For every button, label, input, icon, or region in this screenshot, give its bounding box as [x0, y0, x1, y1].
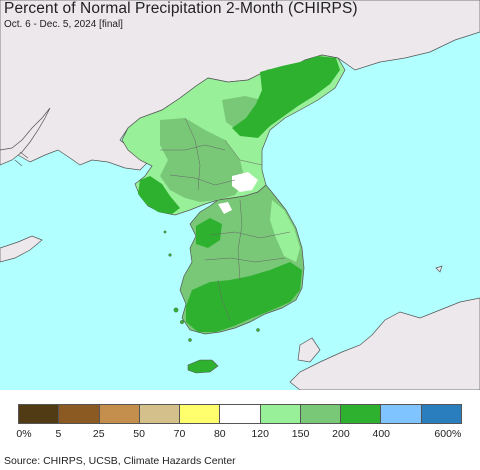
legend-label: 70 [173, 428, 186, 440]
source-credit: Source: CHIRPS, UCSB, Climate Hazards Ce… [4, 455, 236, 467]
legend-label: 25 [92, 428, 105, 440]
legend-label: 0% [16, 428, 32, 440]
map-subtitle: Oct. 6 - Dec. 5, 2024 [final] [4, 19, 123, 30]
legend-label: 80 [213, 428, 226, 440]
precipitation-map [0, 0, 480, 390]
legend-label: 50 [133, 428, 145, 440]
legend-swatch [219, 405, 260, 423]
legend-swatch [98, 405, 139, 423]
coastline-detail [14, 151, 29, 167]
legend-swatch [179, 405, 220, 423]
near-normal-regions [218, 172, 258, 214]
dark-green-regions [138, 56, 340, 374]
legend-label: 120 [251, 428, 269, 440]
legend-swatch [138, 405, 180, 423]
legend-labels: 0% 5 25 50 70 80 120 150 200 400 600% [0, 428, 480, 442]
legend-label: 200 [332, 428, 350, 440]
legend-swatch [380, 405, 421, 423]
neighbouring-land [0, 0, 480, 390]
legend-label: 400 [372, 428, 391, 440]
legend-colorbar [18, 404, 462, 424]
islands [163, 230, 260, 342]
province-borders [160, 117, 291, 321]
legend-swatch [259, 405, 300, 423]
legend-label: 150 [291, 428, 310, 440]
jeju-island [187, 359, 219, 374]
legend-swatch [340, 405, 381, 423]
legend-swatch [19, 405, 59, 423]
legend-label: 5 [55, 428, 62, 440]
map-title: Percent of Normal Precipitation 2-Month … [4, 0, 358, 17]
east-coast-light-green [270, 200, 300, 262]
legend-swatch [420, 405, 461, 423]
legend-swatch [58, 405, 99, 423]
legend-swatch [299, 405, 341, 423]
legend-label: 600% [434, 428, 462, 440]
